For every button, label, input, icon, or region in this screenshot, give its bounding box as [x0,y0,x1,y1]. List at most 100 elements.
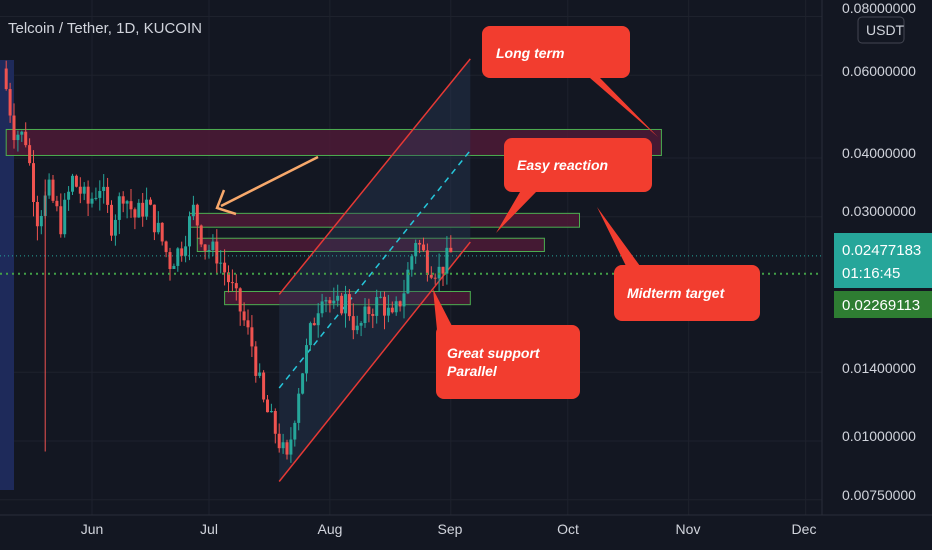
candle-body [211,241,215,251]
candle-body [293,422,297,440]
candle-body [184,246,188,256]
channel-upper-line [278,58,471,295]
candle-body [289,439,293,455]
candle-body [113,219,117,236]
candle-body [371,314,375,316]
reference-price-value: 0.02269113 [842,297,920,314]
candle-body [386,307,390,316]
currency-label: USDT [866,22,905,38]
candle-body [215,241,219,264]
candle-body [238,288,242,312]
candle-body [433,277,437,279]
candle-body [230,282,234,284]
reference-price-badge [834,291,932,318]
candle-body [82,186,86,194]
time-tick-sep: Sep [438,521,463,537]
candle-body [164,241,168,253]
candle-body [32,163,35,202]
candle-body [340,295,344,314]
candle-body [149,199,152,205]
price-zone [196,237,545,253]
candle-body [410,256,414,270]
candle-body [324,300,328,302]
candle-body [160,222,164,242]
time-tick-jun: Jun [81,521,104,537]
candle-body [320,301,324,314]
candle-body [51,179,55,201]
candle-body [355,325,359,331]
candle-body [47,179,51,196]
candle-body [74,175,78,187]
candle-body [8,89,12,116]
callout-long-term: Long term [482,26,658,137]
candle-body [429,274,433,278]
candle-body [168,252,172,269]
candle-body [129,201,133,210]
time-tick-aug: Aug [318,521,343,537]
candle-body [90,198,94,204]
channel-midline [278,149,471,389]
candle-body [418,242,422,245]
candle-body [110,204,113,236]
last-price-badge [834,233,932,288]
candle-body [406,269,410,294]
price-zone [224,290,471,306]
candle-body [328,300,332,304]
price-tick-5: 0.01000000 [842,428,916,444]
price-lines [0,255,834,275]
candle-body [234,283,238,289]
candle-body [59,206,63,235]
callout-midterm-text: Midterm target [627,285,726,301]
candle-body [266,399,269,413]
callout-support-text-2: Parallel [447,363,498,379]
price-zones [5,128,662,306]
chart-title: Telcoin / Tether, 1D, KUCOIN [8,20,202,37]
candle-body [67,191,71,200]
candle-body [383,296,386,316]
candle-body [176,248,180,266]
highlight-arrow [215,155,319,216]
candle-body [285,442,289,455]
candle-body [106,186,110,205]
candle-body [203,244,207,251]
candle-body [344,294,347,314]
callout-easy-reaction-text: Easy reaction [517,157,608,173]
candle-countdown: 01:16:45 [842,265,900,282]
price-axis[interactable]: 0.08000000 0.06000000 0.04000000 0.03000… [821,0,932,550]
candle-body [4,68,8,90]
price-tick-1: 0.06000000 [842,63,916,79]
candle-body [39,215,43,227]
candle-body [188,216,191,247]
candle-body [445,247,449,274]
candle-body [172,265,176,269]
candle-body [402,293,406,307]
candle-body [437,266,441,279]
candle-body [301,373,305,394]
candle-body [55,200,59,207]
candle-body [269,410,273,413]
price-tick-4: 0.01400000 [842,360,916,376]
currency-badge[interactable] [857,16,905,44]
candle-body [133,209,137,218]
candle-body [156,222,160,233]
time-tick-jul: Jul [200,521,218,537]
candle-body [414,242,418,257]
candle-body [78,186,82,194]
price-tick-2: 0.04000000 [842,145,916,161]
candle-body [191,204,195,217]
channel-lower-line [278,241,471,482]
candle-body [273,410,277,434]
candle-body [316,313,320,326]
price-tick-0: 0.08000000 [842,0,916,16]
grid-lines [0,0,822,515]
candle-body [363,306,367,324]
candle-body [398,301,402,307]
candle-body [16,134,20,141]
callout-easy-reaction: Easy reaction [496,138,652,233]
candle-body [312,323,316,326]
time-axis[interactable]: Jun Jul Aug Sep Oct Nov Dec [0,514,932,537]
callout-long-term-text: Long term [496,45,564,61]
last-price-value: 0.02477183 [842,242,921,259]
